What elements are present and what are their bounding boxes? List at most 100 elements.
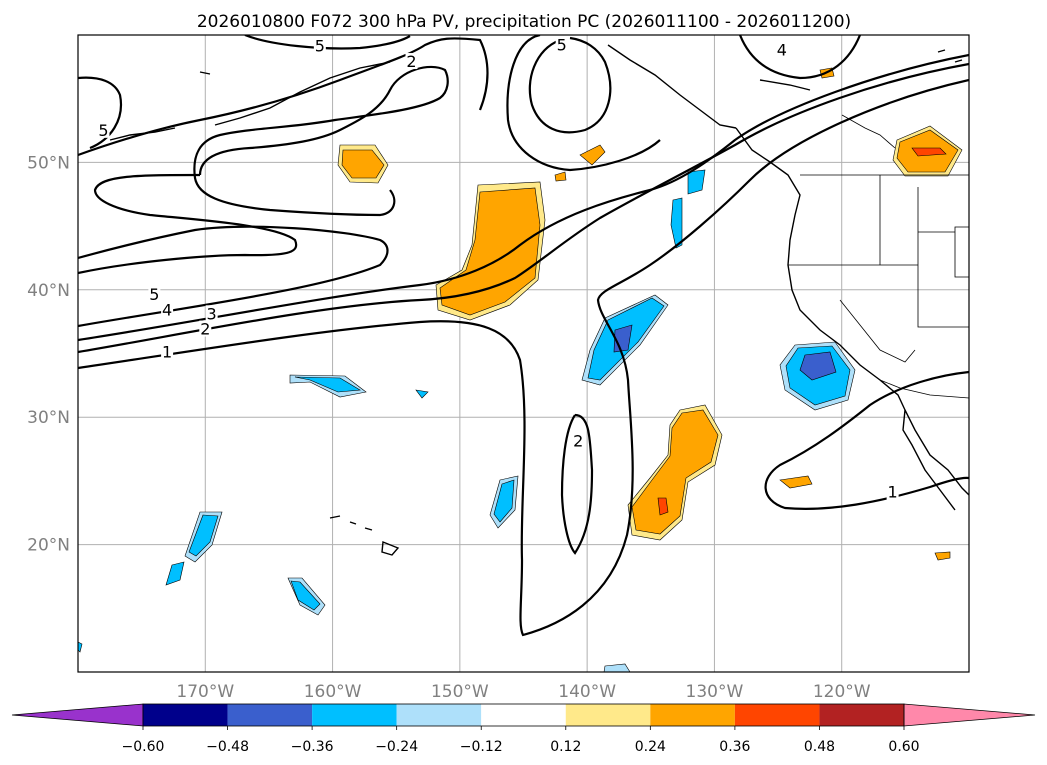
pv-contour-line: [193, 65, 449, 217]
contour-label-bg: [886, 483, 899, 500]
colorbar-tick-label: 0.60: [888, 739, 919, 755]
contour-label-bg: [572, 432, 585, 449]
pv-contour-line: [244, 35, 411, 50]
coastlines: [109, 44, 969, 556]
colorbar-tick-label: 0.48: [804, 739, 835, 755]
colorbar-tick-label: −0.24: [375, 739, 418, 755]
colorbar-tick-label: 0.36: [719, 739, 750, 755]
pv-contour-line: [738, 35, 862, 80]
contour-label-bg: [148, 286, 161, 303]
precip-positive-blob: [341, 149, 385, 179]
pv-contours: [78, 35, 969, 637]
precip-negative-blob: [290, 580, 321, 611]
contour-label: 4: [777, 41, 787, 60]
contour-label: 1: [162, 343, 172, 362]
colorbar-extend-low: [11, 703, 144, 727]
contour-label: 5: [98, 121, 108, 140]
pv-contour-line: [78, 225, 389, 328]
precip-negative-blob: [165, 561, 185, 586]
precip-negative-blob: [493, 479, 515, 523]
colorbar: −0.60 −0.48 −0.36 −0.24 −0.12 0.12 0.24 0.36 0.4…: [11, 703, 1036, 755]
contour-label: 4: [162, 300, 172, 319]
contour-label-bg: [199, 320, 212, 337]
contour-label-bg: [555, 36, 568, 53]
colorbar-swatch: [396, 704, 482, 726]
lon-tick-label: 140°W: [558, 682, 616, 702]
axis-tick-labels: 170°W 160°W 150°W 140°W 130°W 120°W 20°N 30°N 40…: [27, 153, 871, 702]
pv-contour-line: [78, 173, 298, 275]
lon-tick-label: 160°W: [304, 682, 362, 702]
pv-contour-line: [78, 37, 489, 157]
colorbar-extend-high: [903, 703, 1036, 727]
colorbar-tick-label: 0.12: [550, 739, 581, 755]
pv-contour-line: [78, 62, 969, 354]
precip-positive-blob: [631, 409, 719, 535]
pv-contour-line: [78, 53, 969, 342]
contour-label-bg: [775, 41, 788, 58]
colorbar-tick-label: −0.36: [291, 739, 334, 755]
contour-label-bg: [405, 53, 418, 70]
contour-label-bg: [313, 37, 326, 54]
colorbar-swatch: [312, 704, 397, 726]
precip-negative-blob: [415, 389, 429, 399]
pv-contour-line: [506, 35, 661, 172]
pv-contour-line: [764, 370, 969, 510]
precip-positive-blob: [911, 147, 947, 157]
colorbar-swatch: [227, 704, 313, 726]
contour-label: 5: [315, 37, 325, 56]
contour-label-bg: [161, 301, 174, 318]
precip-negative-blob: [188, 514, 219, 557]
precip-negative-blob: [799, 351, 837, 381]
precip-positive-blob: [579, 144, 606, 166]
colorbar-tick-label: −0.48: [206, 739, 249, 755]
lon-tick-label: 150°W: [431, 682, 489, 702]
contour-label: 2: [200, 320, 210, 339]
precip-positive-blob: [439, 187, 541, 316]
chart-title: 2026010800 F072 300 hPa PV, precipitatio…: [197, 12, 851, 32]
lat-tick-label: 30°N: [27, 408, 70, 428]
contour-label: 1: [888, 483, 898, 502]
contour-label-bg: [161, 343, 174, 360]
map-frame: [77, 34, 970, 673]
precip-positive-blob: [657, 497, 669, 516]
precip-shading: [78, 67, 963, 672]
contour-label: 5: [149, 285, 159, 304]
precip-positive-blob: [779, 475, 813, 489]
pv-contour-line: [78, 76, 123, 150]
colorbar-tick-label: −0.12: [460, 739, 503, 755]
contour-label: 2: [573, 432, 583, 451]
precip-negative-blob: [670, 197, 683, 249]
contour-label-bg: [205, 305, 218, 322]
colorbar-swatch: [143, 704, 228, 726]
colorbar-swatch: [650, 704, 735, 726]
colorbar-swatch: [819, 704, 904, 726]
political-borders: [788, 114, 969, 399]
colorbar-swatch: [565, 704, 651, 726]
pv-contour-line: [528, 36, 612, 134]
lat-tick-label: 20°N: [27, 536, 70, 556]
colorbar-tick-label: 0.24: [635, 739, 666, 755]
pv-contour-line: [78, 78, 969, 637]
contour-label: 3: [207, 304, 217, 323]
lat-tick-label: 40°N: [27, 281, 70, 301]
contour-label: 5: [557, 35, 567, 54]
precip-negative-blob: [294, 376, 361, 393]
precip-negative-blob: [687, 169, 706, 195]
precip-positive-blob: [934, 551, 951, 561]
precip-positive-blob: [554, 171, 567, 182]
lon-tick-label: 130°W: [686, 682, 744, 702]
contour-label-bg: [97, 121, 110, 138]
colorbar-swatch: [734, 704, 820, 726]
precip-negative-blob: [603, 663, 631, 672]
colorbar-tick-label: −0.60: [122, 739, 165, 755]
colorbar-swatch: [481, 704, 566, 726]
lat-tick-label: 50°N: [27, 153, 70, 173]
colorbar-outline: [142, 703, 905, 727]
contour-label: 2: [406, 52, 416, 71]
pv-contour-line: [560, 413, 594, 555]
lon-tick-label: 120°W: [813, 682, 871, 702]
precip-negative-blob: [78, 641, 83, 653]
